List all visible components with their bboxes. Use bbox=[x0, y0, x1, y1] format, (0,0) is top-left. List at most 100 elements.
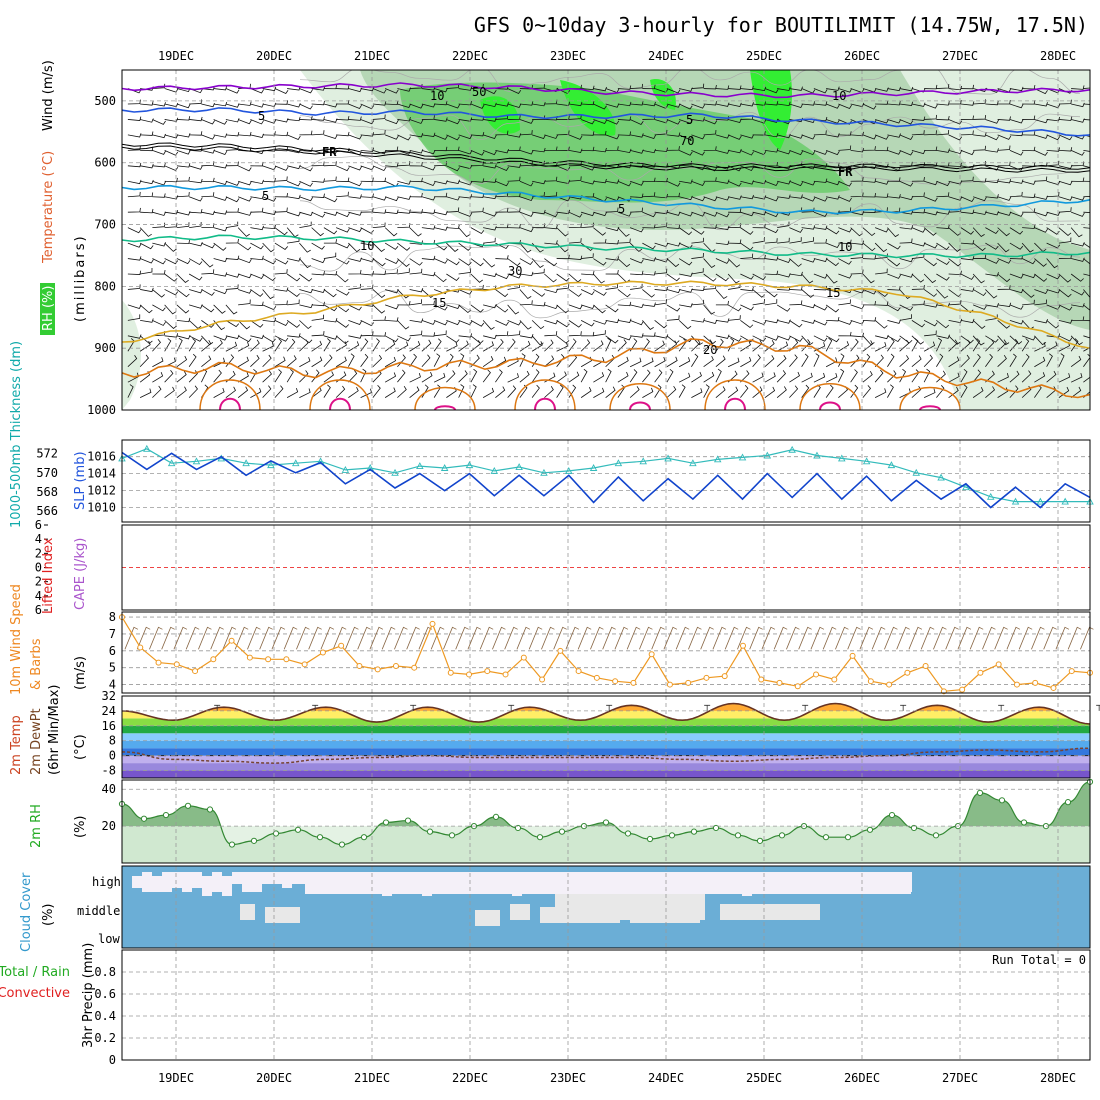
wind-barb bbox=[936, 353, 944, 367]
wind-barb bbox=[397, 180, 412, 185]
wind-barb bbox=[923, 368, 931, 383]
wind-barb bbox=[813, 353, 820, 367]
wind-barb bbox=[384, 372, 397, 383]
wind-barb bbox=[152, 211, 167, 216]
wind-barb bbox=[1009, 191, 1023, 198]
wind-barb bbox=[225, 386, 236, 398]
wind-barb bbox=[728, 239, 742, 244]
wind-barb bbox=[544, 258, 558, 267]
thickness-point bbox=[986, 492, 995, 500]
rh-legend-swatch bbox=[40, 283, 55, 335]
isotherm-loop bbox=[309, 379, 371, 410]
wind-barb bbox=[642, 369, 651, 383]
wind-barb bbox=[666, 385, 677, 398]
wind-barb bbox=[887, 101, 901, 106]
wind-barb bbox=[617, 335, 632, 341]
date-label-top: 21DEC bbox=[354, 49, 390, 63]
wind-barb bbox=[385, 269, 398, 275]
wind-barb bbox=[911, 320, 925, 328]
wind-barb bbox=[1034, 356, 1046, 368]
wind-barb bbox=[360, 284, 374, 290]
cape-label: CAPE (J/kg) bbox=[73, 538, 88, 610]
wind-barb bbox=[642, 289, 655, 298]
run-total-label: Run Total = 0 bbox=[992, 953, 1086, 967]
isotherm-loop bbox=[899, 386, 961, 410]
wind-barb bbox=[1083, 180, 1090, 182]
wind-barb bbox=[764, 180, 779, 187]
wind-barb bbox=[482, 369, 491, 383]
wind-barb bbox=[875, 193, 889, 198]
wind-barb bbox=[752, 86, 767, 92]
wind-barb bbox=[446, 341, 458, 352]
wind-barb bbox=[336, 116, 350, 121]
wind-barb bbox=[825, 227, 840, 235]
wind-barb bbox=[250, 368, 257, 383]
wind-barb bbox=[850, 148, 865, 153]
wind-barb bbox=[838, 88, 853, 93]
wind10-barb bbox=[320, 626, 335, 650]
wind-barb bbox=[1070, 227, 1083, 238]
thickness-point bbox=[763, 451, 772, 459]
wind-barb bbox=[727, 386, 739, 398]
wind-barb bbox=[507, 163, 522, 168]
wind-barb bbox=[764, 386, 776, 398]
cloud-high-gap bbox=[192, 872, 202, 888]
wind-barb bbox=[176, 273, 189, 283]
wind-barb bbox=[1058, 304, 1073, 311]
wind-barb bbox=[201, 149, 215, 154]
wind10-point bbox=[831, 676, 838, 683]
wind10-point bbox=[1050, 684, 1057, 691]
wind-barb bbox=[372, 258, 386, 267]
tick-label: 570 bbox=[36, 466, 58, 480]
wind-barb bbox=[887, 258, 901, 267]
wind-barb bbox=[531, 384, 540, 398]
wind-barb bbox=[409, 372, 421, 383]
wind-barb bbox=[997, 161, 1011, 167]
wind-barb bbox=[678, 119, 693, 124]
wind-barb bbox=[238, 101, 252, 106]
wind-barb bbox=[862, 289, 877, 295]
wind10-point bbox=[155, 659, 162, 666]
wind10-point bbox=[283, 656, 290, 663]
wind-barb bbox=[752, 131, 766, 136]
wind10-barb bbox=[920, 626, 935, 650]
wind-barb bbox=[825, 103, 840, 109]
wind-barb bbox=[764, 299, 778, 306]
contour-label: 15 bbox=[826, 286, 840, 300]
wind-barb bbox=[225, 145, 239, 151]
wind-barb bbox=[299, 116, 313, 121]
wind-barb bbox=[397, 117, 411, 122]
wind-barb bbox=[825, 372, 838, 383]
wind-barb bbox=[360, 147, 375, 152]
wind-barb bbox=[1022, 146, 1036, 152]
wind-barb bbox=[225, 161, 239, 167]
tick-label: -8 bbox=[102, 764, 116, 778]
wind-barb bbox=[948, 149, 963, 155]
wind-barb bbox=[1083, 273, 1090, 277]
wind-barb bbox=[911, 337, 919, 352]
isotherm-line bbox=[122, 338, 1090, 399]
wind-barb bbox=[140, 101, 154, 106]
wind-barb bbox=[679, 303, 693, 308]
wind-barb bbox=[421, 271, 436, 277]
wind10-barb bbox=[847, 626, 861, 650]
wind-barb bbox=[458, 370, 468, 383]
wind-barb bbox=[348, 319, 362, 325]
wind-barb bbox=[189, 131, 203, 136]
wind10-barb bbox=[639, 626, 653, 650]
wind-barb bbox=[850, 177, 864, 182]
wind-barb bbox=[875, 146, 889, 152]
wind-barb bbox=[176, 222, 190, 229]
wind-barb bbox=[287, 164, 301, 170]
wind-barb bbox=[924, 180, 938, 186]
thickness-point bbox=[962, 483, 970, 491]
isotherm-loop-hot bbox=[919, 405, 941, 410]
cloud-low-label: low bbox=[98, 932, 120, 946]
wind-barb bbox=[715, 300, 729, 306]
wind-barb bbox=[556, 130, 570, 136]
wind-barb bbox=[152, 119, 166, 125]
temp-band bbox=[122, 703, 1090, 711]
tick-label: 7 bbox=[109, 627, 116, 641]
wind-barb bbox=[311, 331, 325, 337]
